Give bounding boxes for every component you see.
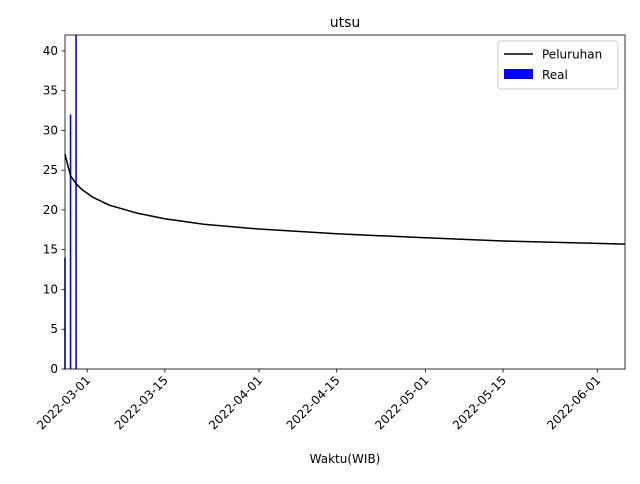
y-tick-label: 10 xyxy=(43,282,58,296)
y-tick-label: 25 xyxy=(43,163,58,177)
legend-bar-swatch xyxy=(504,69,533,79)
y-tick-label: 20 xyxy=(43,203,58,217)
y-tick-label: 40 xyxy=(43,44,58,58)
x-tick-label: 2022-05-01 xyxy=(372,373,431,432)
y-tick-label: 5 xyxy=(50,322,58,336)
y-tick-label: 0 xyxy=(50,362,58,376)
x-tick-label: 2022-05-15 xyxy=(450,373,509,432)
legend-label-real: Real xyxy=(542,68,568,82)
legend: Peluruhan Real xyxy=(497,40,619,90)
axes-frame xyxy=(64,34,626,370)
line-peluruhan xyxy=(64,154,626,245)
y-tick-label: 15 xyxy=(43,243,58,257)
x-axis-ticks: 2022-03-01 2022-03-15 2022-04-01 2022-04-15… xyxy=(34,369,603,432)
plot-area xyxy=(64,34,626,370)
x-axis-label: Waktu(WIB) xyxy=(310,452,381,466)
bar-real-2 xyxy=(75,35,77,369)
y-axis-ticks: 0 5 10 15 20 25 30 35 40 xyxy=(43,44,65,376)
x-tick-label: 2022-04-01 xyxy=(206,373,265,432)
y-tick-label: 35 xyxy=(43,84,58,98)
y-tick-label: 30 xyxy=(43,123,58,137)
x-tick-label: 2022-06-01 xyxy=(544,373,603,432)
x-tick-label: 2022-03-01 xyxy=(34,373,93,432)
chart-title: utsu xyxy=(330,15,361,31)
x-tick-label: 2022-04-15 xyxy=(284,373,343,432)
x-tick-label: 2022-03-15 xyxy=(112,373,171,432)
legend-label-peluruhan: Peluruhan xyxy=(542,48,602,62)
bar-real-1 xyxy=(69,114,72,370)
